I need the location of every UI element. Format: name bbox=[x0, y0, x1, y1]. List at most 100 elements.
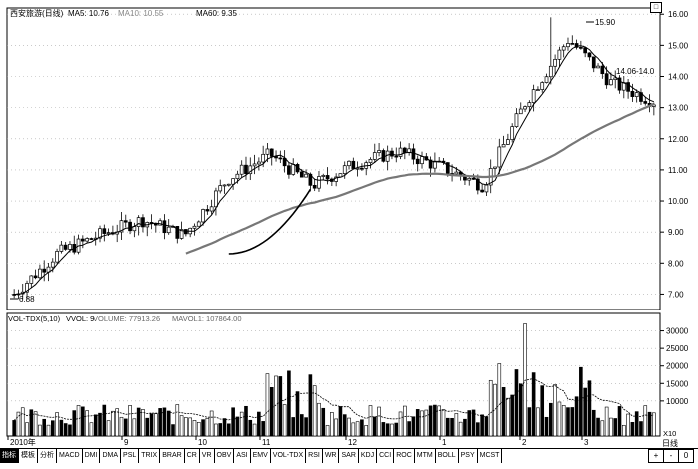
indicator-tab[interactable]: 模板 bbox=[19, 449, 38, 463]
indicator-tab[interactable]: MTM bbox=[415, 449, 436, 463]
volume-bar bbox=[244, 405, 248, 437]
indicator-tab[interactable]: 指标 bbox=[0, 449, 19, 463]
price-tick-label: 9.00 bbox=[668, 228, 684, 237]
indicator-tab[interactable]: KDJ bbox=[359, 449, 378, 463]
volume-bar bbox=[38, 424, 42, 437]
volume-bar bbox=[574, 396, 579, 437]
candle-body bbox=[166, 226, 171, 234]
indicator-tab[interactable]: DMI bbox=[83, 449, 101, 463]
candle-body bbox=[158, 220, 162, 226]
volume-bar bbox=[145, 417, 150, 437]
indicator-tab[interactable]: DMA bbox=[100, 449, 122, 463]
price-tick-label: 16.00 bbox=[668, 10, 689, 19]
candle-body bbox=[566, 43, 570, 48]
volume-bar bbox=[136, 407, 141, 437]
candle-body bbox=[600, 65, 605, 75]
volume-bar bbox=[634, 411, 639, 437]
time-label: 12 bbox=[348, 438, 357, 447]
volume-bar bbox=[162, 407, 167, 437]
ma10-readout: MA10: 10.55 bbox=[118, 9, 164, 18]
window-maximize-button[interactable]: □ bbox=[650, 2, 662, 13]
indicator-tab[interactable]: PSY bbox=[459, 449, 478, 463]
indicator-tab[interactable]: RSI bbox=[306, 449, 323, 463]
volume-bar bbox=[235, 416, 240, 437]
volume-bar bbox=[458, 421, 463, 437]
candle-body bbox=[201, 209, 205, 223]
time-label: 11 bbox=[262, 438, 271, 447]
indicator-tab[interactable]: SAR bbox=[339, 449, 359, 463]
candle-body bbox=[394, 155, 399, 158]
indicator-tab[interactable]: WR bbox=[323, 449, 340, 463]
volume-bar bbox=[488, 379, 493, 437]
volume-bar bbox=[484, 416, 489, 437]
candle-body bbox=[239, 164, 244, 175]
time-label: 10 bbox=[198, 438, 207, 447]
volume-bar bbox=[527, 407, 532, 437]
volume-bars[interactable] bbox=[12, 323, 656, 437]
candle-body bbox=[141, 217, 145, 228]
candle-body bbox=[561, 46, 566, 51]
indicator-tab[interactable]: BOLL bbox=[436, 449, 459, 463]
time-label: 9 bbox=[124, 438, 129, 447]
candle-body bbox=[544, 76, 549, 83]
price-tick-label: 8.00 bbox=[668, 259, 684, 268]
indicator-tab[interactable]: VR bbox=[200, 449, 215, 463]
volume-bar bbox=[317, 402, 321, 437]
indicator-tab[interactable]: ASI bbox=[234, 449, 251, 463]
volume-bar bbox=[115, 408, 119, 437]
volume-bar bbox=[325, 425, 330, 437]
candle-body bbox=[119, 220, 124, 233]
candle-body bbox=[257, 161, 261, 165]
candle-body bbox=[25, 283, 29, 293]
candle-body bbox=[80, 238, 85, 242]
candle-body bbox=[162, 220, 167, 234]
volume-bar bbox=[29, 409, 34, 437]
indicator-tab[interactable]: CCI bbox=[377, 449, 395, 463]
volume-bar bbox=[123, 418, 128, 437]
volume-bar bbox=[158, 408, 162, 437]
indicator-tab[interactable]: TRIX bbox=[139, 449, 161, 463]
volume-bar bbox=[265, 373, 270, 437]
indicator-tab[interactable]: 分析 bbox=[38, 449, 57, 463]
volume-bar bbox=[149, 413, 154, 437]
zoom-minus-button[interactable]: - bbox=[664, 450, 679, 462]
zoom-plus-button[interactable]: + bbox=[649, 450, 664, 462]
volume-bar bbox=[647, 411, 652, 437]
volume-readout: VOLUME: 77913.26 bbox=[93, 314, 160, 323]
volume-bar bbox=[227, 423, 231, 437]
indicator-tab[interactable]: MACD bbox=[57, 449, 83, 463]
candle-body bbox=[218, 185, 223, 192]
indicator-tab[interactable]: PSL bbox=[121, 449, 140, 463]
indicator-tab[interactable]: MCST bbox=[478, 449, 503, 463]
indicator-tab[interactable]: BRAR bbox=[160, 449, 185, 463]
candle-body bbox=[235, 173, 240, 179]
volume-bar bbox=[184, 417, 188, 437]
volume-bar bbox=[377, 406, 381, 437]
candle-body bbox=[634, 92, 639, 97]
indicator-tab[interactable]: VOL-TDX bbox=[271, 449, 307, 463]
indicator-tab[interactable]: EMV bbox=[251, 449, 271, 463]
indicator-tab[interactable]: OBV bbox=[215, 449, 235, 463]
volume-bar bbox=[480, 414, 484, 437]
price-grid bbox=[7, 13, 660, 295]
volume-bar bbox=[205, 417, 210, 437]
candle-body bbox=[381, 150, 386, 162]
volume-bar bbox=[98, 412, 102, 437]
volume-bar bbox=[239, 411, 244, 437]
candle-body bbox=[557, 49, 562, 60]
candle-body bbox=[402, 147, 407, 153]
candle-body bbox=[265, 148, 270, 155]
zoom-reset-button[interactable]: 0 bbox=[683, 451, 689, 460]
volume-scale-label: X10 bbox=[663, 429, 676, 438]
volume-bar bbox=[330, 412, 334, 437]
candle-body bbox=[123, 220, 128, 223]
indicator-tab[interactable]: CR bbox=[185, 449, 200, 463]
zoom-scroller[interactable]: + - 0 bbox=[648, 449, 694, 463]
indicator-tab[interactable]: ROC bbox=[394, 449, 415, 463]
price-panel[interactable]: 16.00 15.00 14.00 13.00 12.00 11.00 10.00 9.00 8… bbox=[0, 0, 698, 310]
candle-body bbox=[377, 150, 381, 153]
candlesticks[interactable] bbox=[12, 17, 656, 300]
volume-bar bbox=[424, 409, 429, 437]
volume-bar bbox=[192, 420, 197, 437]
